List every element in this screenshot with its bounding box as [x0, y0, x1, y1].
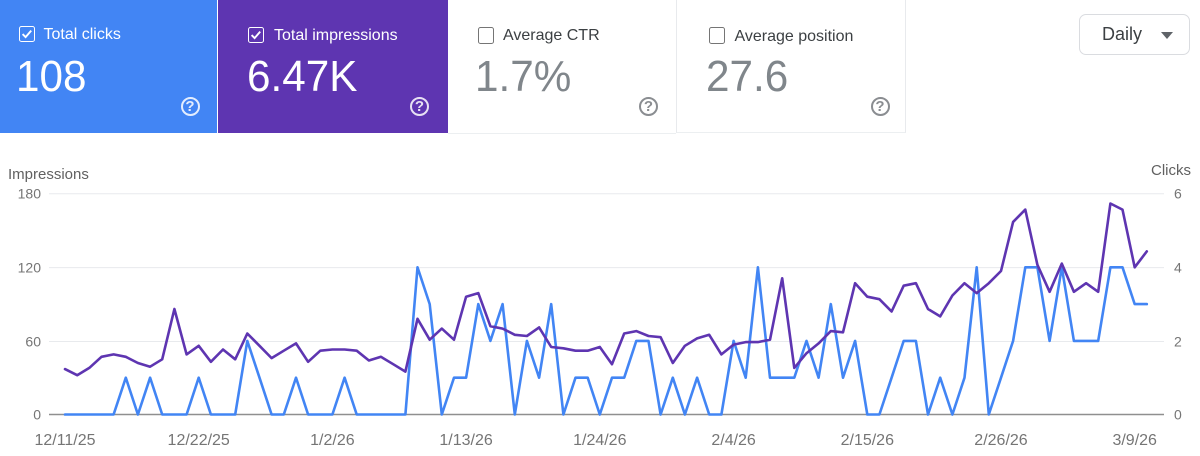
svg-text:2/15/26: 2/15/26 [841, 432, 894, 449]
svg-text:0: 0 [1174, 407, 1182, 423]
svg-text:Clicks: Clicks [1151, 162, 1191, 179]
svg-text:0: 0 [33, 407, 41, 423]
svg-text:3/9/26: 3/9/26 [1112, 432, 1157, 449]
svg-text:4: 4 [1174, 260, 1182, 276]
svg-text:1/2/26: 1/2/26 [310, 432, 355, 449]
svg-text:12/22/25: 12/22/25 [168, 432, 230, 449]
svg-text:180: 180 [18, 186, 42, 202]
svg-text:2/26/26: 2/26/26 [974, 432, 1027, 449]
svg-text:2: 2 [1174, 334, 1182, 350]
svg-text:2/4/26: 2/4/26 [711, 432, 756, 449]
svg-text:Impressions: Impressions [8, 166, 89, 183]
svg-text:60: 60 [25, 334, 41, 350]
svg-text:6: 6 [1174, 186, 1182, 202]
svg-text:1/24/26: 1/24/26 [573, 432, 626, 449]
svg-text:120: 120 [18, 260, 42, 276]
svg-text:12/11/25: 12/11/25 [34, 432, 95, 449]
svg-text:1/13/26: 1/13/26 [439, 432, 492, 449]
